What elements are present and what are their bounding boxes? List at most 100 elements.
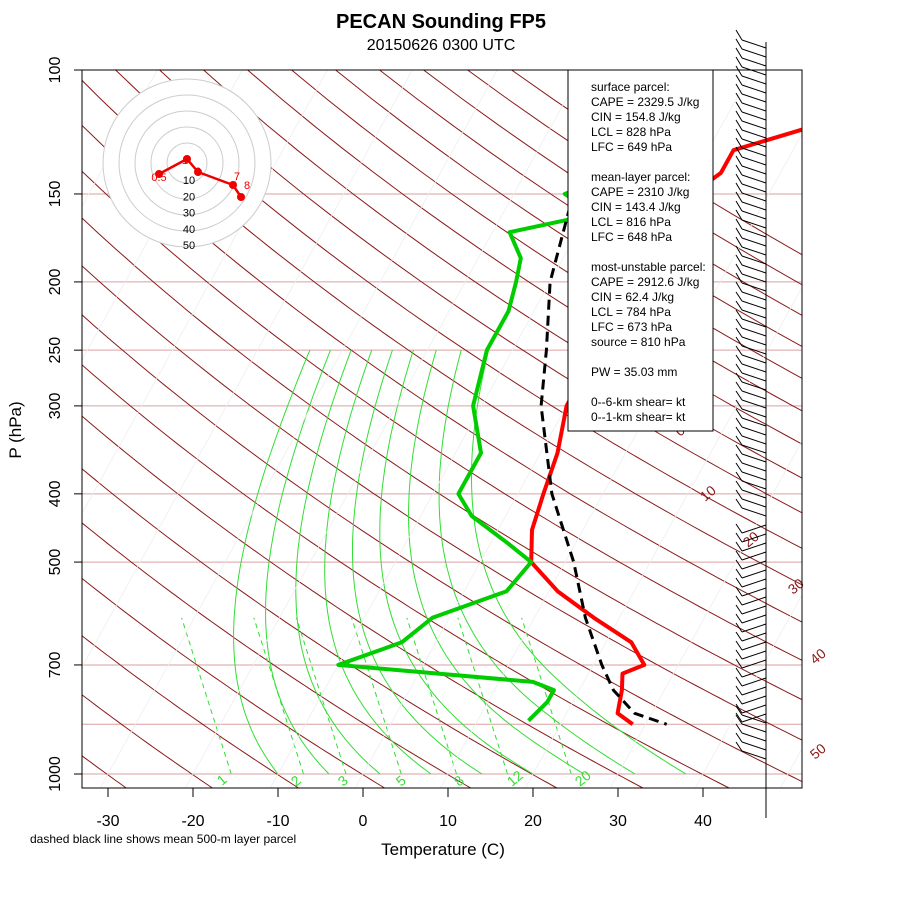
wind-barb <box>741 84 767 94</box>
wind-barb-flag <box>735 182 743 194</box>
wind-barb-flag <box>735 345 743 356</box>
mixing-ratio-label: 3 <box>335 772 351 789</box>
hodograph-ring-label: 10 <box>183 175 195 187</box>
wind-barb <box>741 732 767 742</box>
dry-adiabat-line <box>82 577 386 788</box>
wind-barb-flag <box>735 631 743 642</box>
dry-adiabat-line <box>82 79 802 586</box>
hodograph-point-label: 1 <box>182 155 188 167</box>
stats-shear-1km: 0--1-km shear= kt <box>591 410 686 424</box>
wind-barb <box>741 210 767 220</box>
hodograph-ring-label: 40 <box>183 224 195 236</box>
wind-barb-flag <box>735 291 743 302</box>
wind-barb-flag <box>735 559 743 570</box>
y-tick-label: 100 <box>47 57 64 84</box>
moist-adiabat-line <box>295 349 381 775</box>
wind-barb <box>741 102 767 112</box>
wind-barb-flag <box>735 685 743 696</box>
wind-barb-flag <box>735 640 743 651</box>
dry-adiabat-label: 10 <box>697 482 719 504</box>
wind-barb <box>741 39 767 49</box>
wind-barb-flag <box>735 480 743 491</box>
wind-barb <box>741 363 767 373</box>
wind-barb <box>741 336 767 346</box>
wind-barb-flag <box>735 523 743 534</box>
wind-barb <box>741 453 767 463</box>
wind-barb <box>741 246 767 256</box>
moist-adiabat-line <box>407 349 585 775</box>
hodograph-point <box>183 155 191 163</box>
mixing-ratio-label: 12 <box>504 767 526 789</box>
chart-subtitle: 20150626 0300 UTC <box>367 37 516 54</box>
wind-barb-flag <box>735 300 743 311</box>
wind-barb <box>741 156 767 166</box>
wind-barb <box>741 390 767 400</box>
moist-adiabat-line <box>352 349 483 775</box>
wind-barb-flag <box>735 83 743 95</box>
isotherm-line <box>609 440 802 788</box>
stats-ml-lcl: LCL = 816 hPa <box>591 215 671 229</box>
x-tick-label: -30 <box>96 813 119 830</box>
wind-barb <box>741 542 767 552</box>
dry-adiabat-line <box>115 70 802 549</box>
mixing-ratio-line <box>181 617 232 775</box>
wind-barb <box>741 372 767 382</box>
wind-barb <box>741 48 767 58</box>
wind-barb <box>741 560 767 570</box>
wind-barb <box>741 524 767 534</box>
wind-barb <box>741 713 767 723</box>
parcel-note: dashed black line shows mean 500-m layer… <box>30 832 296 846</box>
wind-barb <box>741 300 767 310</box>
wind-barb <box>741 219 767 229</box>
wind-barb-flag <box>735 128 743 140</box>
wind-barb-flag <box>735 658 743 669</box>
wind-barb <box>741 381 767 391</box>
wind-barb-flag <box>735 732 743 743</box>
isotherm-line <box>779 747 802 788</box>
wind-barb <box>741 587 767 597</box>
wind-barb <box>741 498 767 508</box>
x-tick-label: 40 <box>694 813 712 830</box>
wind-barb <box>741 174 767 184</box>
x-tick-label: 30 <box>609 813 627 830</box>
wind-barb-flag <box>735 363 743 374</box>
wind-barb <box>741 120 767 130</box>
wind-barb-flag <box>735 712 743 723</box>
wind-barb <box>741 354 767 364</box>
wind-barb <box>741 686 767 696</box>
wind-barb <box>741 632 767 642</box>
wind-barb <box>741 614 767 624</box>
wind-barb-flag <box>735 550 743 561</box>
wind-barb-flag <box>735 532 743 543</box>
wind-barb <box>741 183 767 193</box>
wind-barb-flag <box>735 92 743 104</box>
wind-barb <box>741 264 767 274</box>
wind-barbs <box>735 29 767 760</box>
isotherm-line <box>99 70 498 788</box>
x-tick-label: -20 <box>181 813 204 830</box>
wind-barb <box>741 345 767 355</box>
hodograph-point <box>155 170 163 178</box>
wind-barb-flag <box>735 47 743 59</box>
wind-barb <box>741 605 767 615</box>
moist-adiabat-line <box>233 349 311 775</box>
wind-barb <box>741 480 767 490</box>
temperature-profile <box>529 127 802 726</box>
plot-frame <box>81 69 803 789</box>
x-tick-label: -10 <box>266 813 289 830</box>
mixing-ratio-label: 20 <box>572 767 594 789</box>
wind-barb <box>741 57 767 67</box>
dry-adiabat-line <box>159 70 802 514</box>
stats-pw: PW = 35.03 mm <box>591 365 677 379</box>
wind-barb-flag <box>735 309 743 320</box>
wind-barb-flag <box>735 101 743 113</box>
wind-barb-flag <box>735 622 743 633</box>
wind-barb <box>741 201 767 211</box>
wind-barb-flag <box>735 327 743 338</box>
wind-barb-flag <box>735 209 743 221</box>
wind-barb <box>741 551 767 561</box>
hodograph-point-label: 0.5 <box>151 172 166 184</box>
wind-barb-flag <box>735 38 743 50</box>
wind-barb-flag <box>735 741 743 752</box>
